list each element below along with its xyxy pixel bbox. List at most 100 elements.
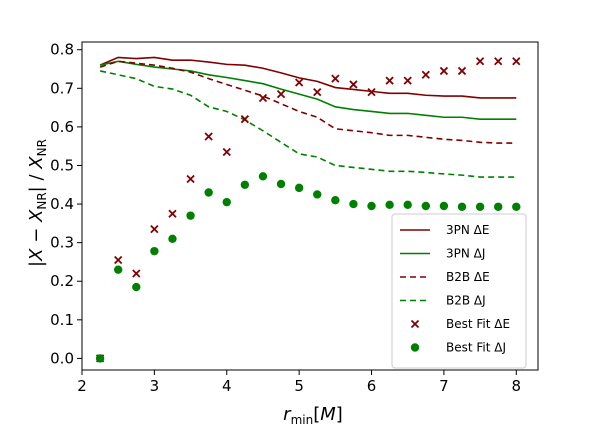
series-5-point	[313, 190, 322, 199]
y-tick-label: 0.2	[50, 272, 74, 290]
x-tick-label: 3	[150, 377, 160, 395]
marker-stroke	[410, 319, 420, 329]
series-1-line	[99, 60, 517, 120]
marker-stroke	[168, 209, 177, 218]
legend-item: 3PN ΔE	[400, 223, 489, 237]
y-tick-label: 0.8	[50, 41, 74, 59]
series-2-line	[99, 60, 517, 144]
series-5-point	[240, 180, 250, 189]
series-4-point	[475, 57, 485, 66]
marker-stroke	[204, 132, 213, 141]
y-tick-label: 0.4	[50, 195, 74, 213]
marker-stroke	[186, 174, 195, 184]
series-4-point	[114, 255, 123, 265]
series-4-point	[367, 88, 376, 97]
marker-stroke	[475, 57, 485, 66]
series-4-point	[439, 66, 449, 76]
legend-item: Best Fit ΔE	[410, 317, 510, 331]
series-4-point	[313, 88, 322, 97]
series-5-point	[512, 202, 521, 211]
series-4-point	[132, 269, 141, 278]
series-5-point	[493, 202, 503, 211]
marker-stroke	[295, 78, 304, 87]
y-tick-label: 0.1	[50, 311, 74, 329]
y-axis-label: |X − XNR| / XNR	[26, 139, 49, 267]
series-4-point	[204, 132, 213, 141]
marker-stroke	[403, 76, 412, 85]
series-5-point	[457, 202, 467, 211]
legend-label: 3PN ΔE	[446, 223, 489, 237]
y-tick-label: 0.6	[50, 118, 74, 136]
y-axis: 0.0 0.1 0.2 0.3 0.4 0.5 0.6 0.7 0.8	[50, 41, 82, 367]
series-3-line	[99, 70, 517, 178]
legend-label: 3PN ΔJ	[446, 247, 485, 261]
series-4-point	[512, 57, 521, 66]
x-tick-label: 4	[222, 377, 232, 395]
legend-item: B2B ΔJ	[400, 294, 486, 308]
series-5-point	[186, 211, 195, 220]
x-tick-label: 8	[512, 377, 522, 395]
marker-stroke	[222, 147, 231, 157]
marker-stroke	[439, 66, 449, 76]
x-tick-label: 5	[294, 377, 304, 395]
series-0-line	[99, 56, 517, 99]
series-4-point	[421, 70, 430, 79]
x-axis-label: rmin[M]	[283, 404, 343, 427]
marker-stroke	[367, 88, 376, 97]
marker-stroke	[132, 269, 141, 278]
plot-frame	[81, 41, 539, 371]
y-tick-label: 0.5	[50, 156, 74, 174]
series-5-point	[222, 197, 231, 207]
marker-stroke	[421, 70, 430, 79]
legend-item: 3PN ΔJ	[400, 247, 485, 261]
marker-stroke	[114, 255, 123, 265]
series-4-point	[494, 57, 503, 66]
series-4-point	[186, 174, 195, 184]
series-5-point	[331, 196, 340, 205]
series-5-point	[439, 201, 449, 211]
marker-stroke	[331, 74, 340, 83]
x-tick-label: 6	[367, 377, 377, 395]
marker-stroke	[349, 80, 358, 89]
marker-stroke	[276, 89, 286, 99]
series-5-point	[113, 265, 123, 274]
legend-label: Best Fit ΔJ	[446, 341, 506, 355]
series-5-point	[258, 172, 268, 181]
marker-stroke	[240, 115, 249, 124]
y-tick-label: 0.3	[50, 234, 74, 252]
marker-stroke	[385, 76, 394, 85]
series-4-point	[150, 225, 159, 234]
series-5-point	[385, 200, 394, 210]
series-4-point	[385, 76, 394, 85]
series-4-point	[168, 209, 177, 218]
y-tick-label: 0.7	[50, 79, 74, 97]
series-5-point	[276, 179, 286, 189]
series-layer	[95, 56, 521, 363]
series-5-point	[168, 234, 177, 243]
series-5-point	[421, 201, 431, 211]
y-tick-label: 0.0	[50, 349, 74, 367]
series-4-point	[331, 74, 340, 83]
legend-item: B2B ΔE	[400, 270, 490, 284]
series-4-point	[276, 89, 286, 99]
series-5-point	[367, 201, 376, 211]
series-5-point	[95, 354, 105, 363]
series-5-point	[150, 246, 159, 256]
series-4-point	[349, 80, 358, 89]
legend-box	[391, 213, 527, 369]
marker-stroke	[313, 88, 322, 97]
marker-stroke	[150, 225, 159, 234]
legend-swatch	[410, 343, 420, 352]
legend-swatch	[410, 319, 420, 329]
legend: 3PN ΔE 3PN ΔJ B2B ΔE B2B ΔJ Best Fit ΔE Best …	[391, 213, 527, 369]
series-4-point	[240, 115, 249, 124]
marker-stroke	[494, 57, 503, 66]
x-axis: 2 3 4 5 6 7 8	[77, 370, 521, 395]
series-4-point	[258, 93, 268, 103]
marker-stroke	[258, 93, 268, 103]
series-5-point	[403, 200, 412, 210]
series-5-point	[294, 183, 304, 193]
x-tick-label: 7	[439, 377, 449, 395]
series-5-point	[204, 188, 213, 197]
